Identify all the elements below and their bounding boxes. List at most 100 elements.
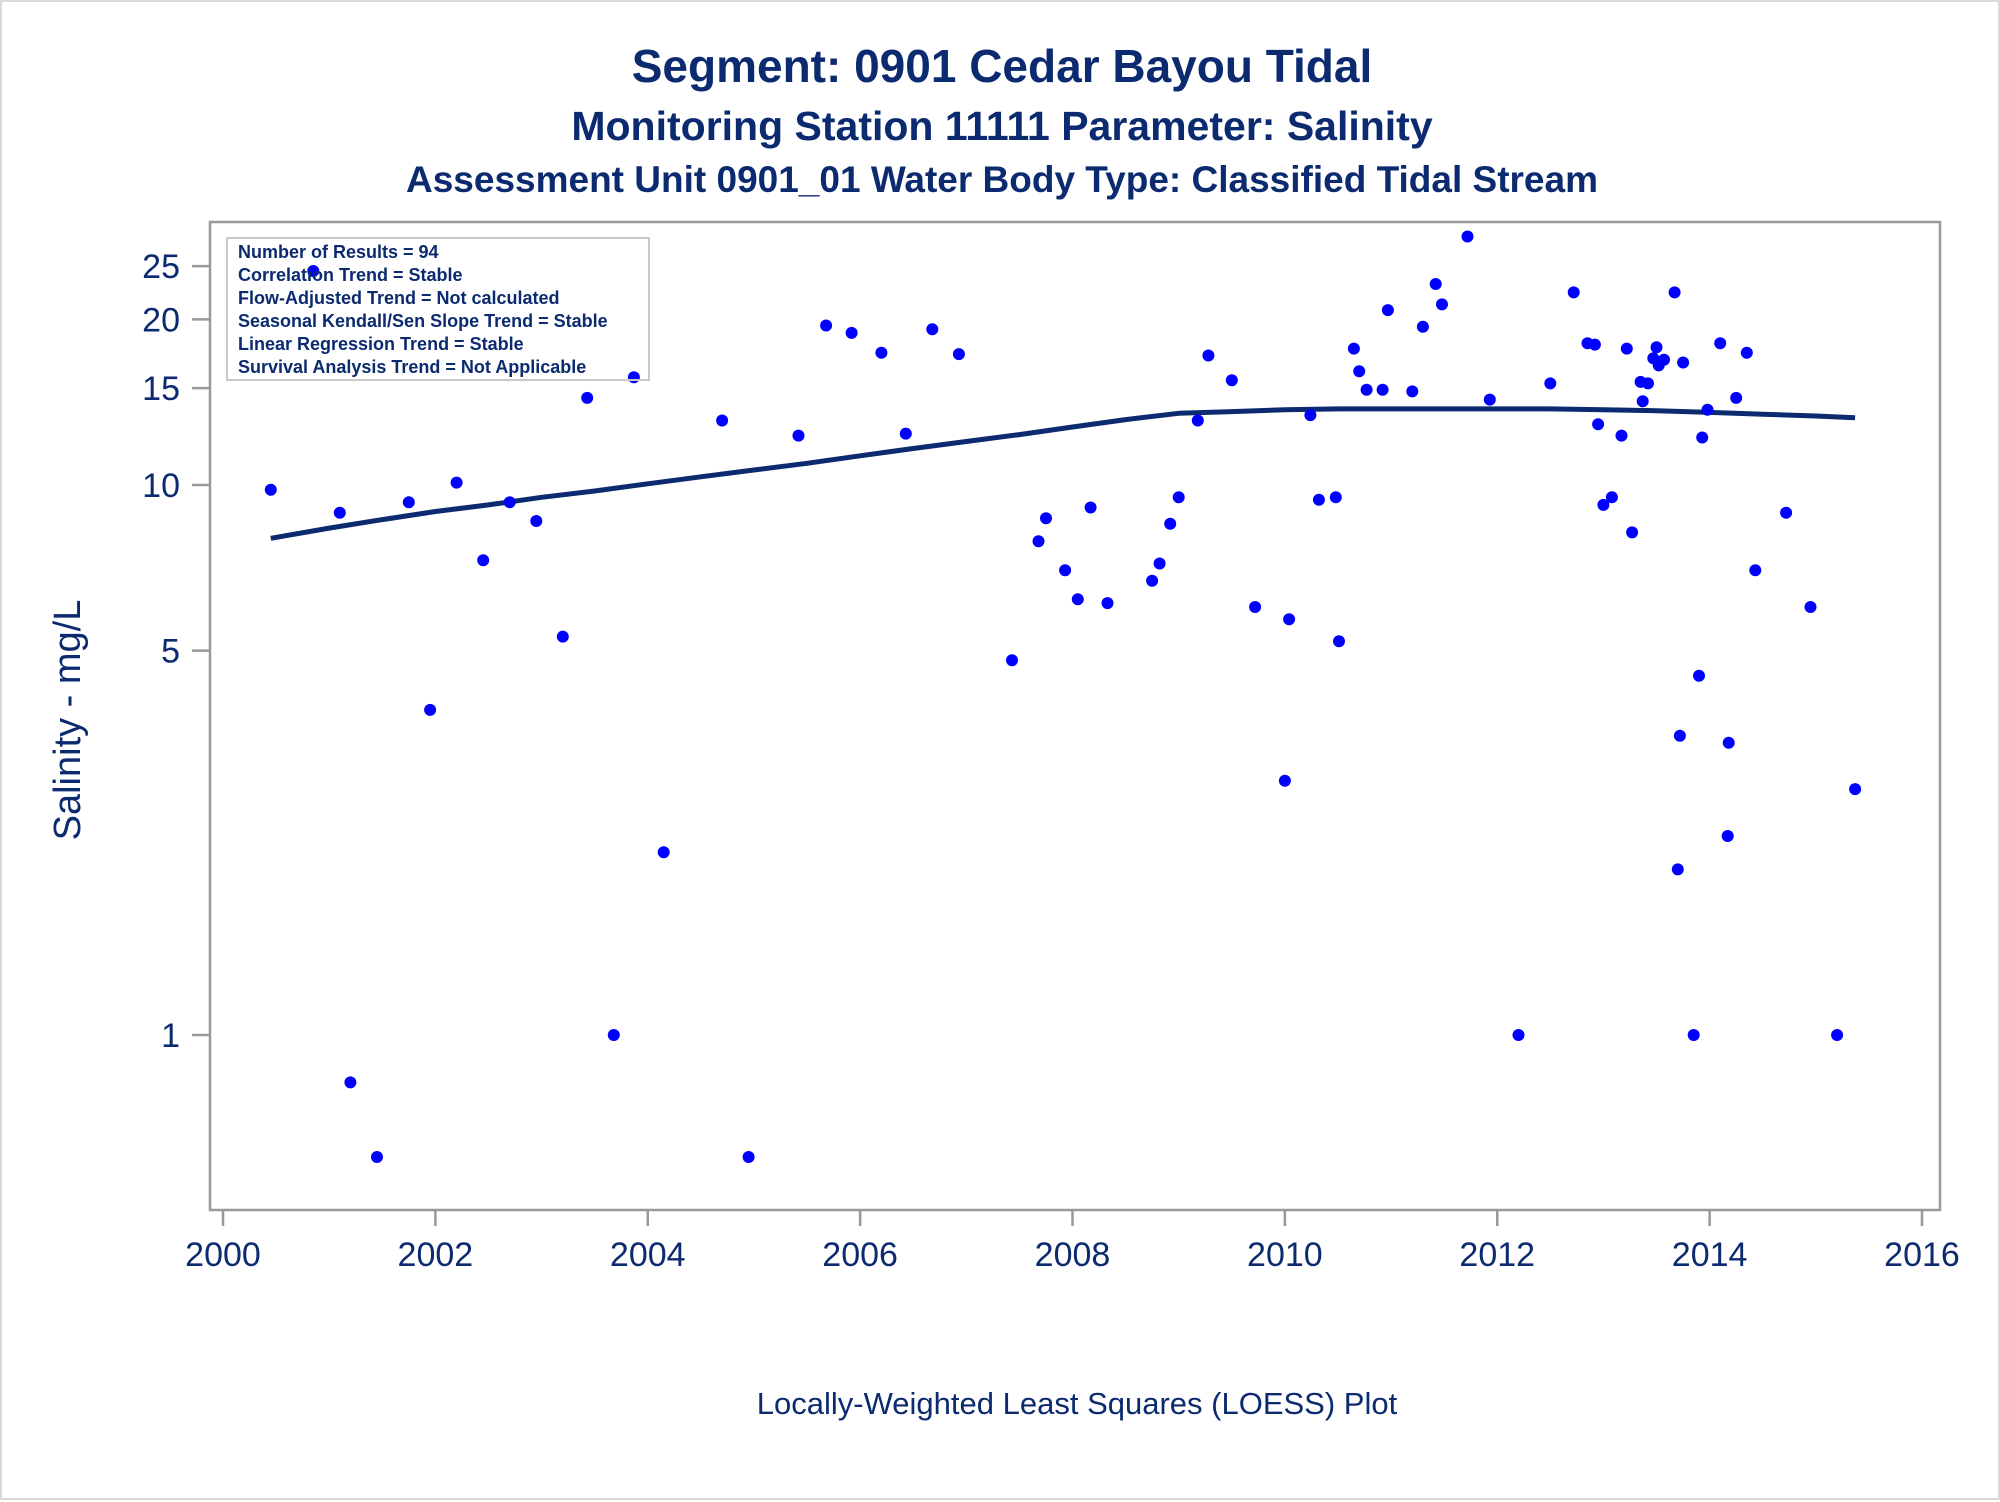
- data-point: [1333, 635, 1345, 648]
- x-tick-label: 2010: [1247, 1236, 1323, 1274]
- x-axis: 2000 2002 2004 2006 2008 2010 2012 2014 2016: [185, 1210, 1960, 1274]
- stats-box: Number of Results = 94 Correlation Trend…: [226, 237, 650, 381]
- data-point: [1687, 1029, 1700, 1041]
- data-point: [1567, 286, 1580, 299]
- data-point: [1677, 356, 1690, 369]
- stats-line: Seasonal Kendall/Sen Slope Trend = Stabl…: [238, 311, 608, 331]
- data-point: [1512, 1029, 1525, 1041]
- data-point: [1668, 286, 1681, 299]
- data-point: [1304, 409, 1317, 422]
- data-point: [716, 414, 729, 427]
- data-point: [607, 1029, 620, 1041]
- data-point: [1592, 418, 1605, 431]
- data-point: [1153, 557, 1166, 570]
- data-point: [1721, 830, 1734, 842]
- data-point: [1714, 337, 1727, 350]
- x-tick-label: 2000: [185, 1236, 261, 1274]
- data-point: [1416, 320, 1429, 333]
- y-tick-label: 15: [142, 370, 180, 408]
- data-point: [657, 846, 670, 859]
- plot-area: [208, 220, 1942, 1212]
- data-point: [1376, 383, 1389, 396]
- data-point: [1146, 574, 1159, 587]
- data-point: [1172, 491, 1185, 504]
- data-point: [1722, 736, 1735, 749]
- stats-box-border: [226, 237, 650, 381]
- data-point: [477, 554, 490, 567]
- data-point: [1059, 564, 1072, 577]
- y-tick-label: 20: [142, 301, 180, 339]
- data-point: [899, 427, 912, 440]
- data-point: [1588, 338, 1601, 351]
- data-point: [450, 476, 463, 489]
- data-point: [503, 496, 516, 509]
- data-point: [307, 265, 320, 277]
- data-point: [820, 319, 833, 332]
- data-point: [1671, 863, 1684, 876]
- data-point: [264, 483, 277, 496]
- data-point: [1347, 342, 1360, 355]
- data-point: [875, 346, 888, 359]
- data-point: [1225, 374, 1238, 387]
- data-point: [1360, 383, 1373, 396]
- data-point: [952, 348, 965, 361]
- data-point: [1032, 535, 1045, 548]
- footnote: Locally-Weighted Least Squares (LOESS) P…: [757, 1386, 1398, 1421]
- data-point: [1804, 601, 1817, 613]
- data-point: [926, 323, 939, 336]
- data-point: [1658, 353, 1670, 366]
- data-point: [1249, 601, 1262, 613]
- data-point: [1101, 597, 1114, 610]
- data-point: [1701, 403, 1714, 416]
- stats-line: Linear Regression Trend = Stable: [238, 334, 524, 354]
- data-point: [344, 1076, 357, 1089]
- data-point: [1429, 278, 1442, 290]
- chart-title: Segment: 0901 Cedar Bayou Tidal: [632, 40, 1373, 92]
- data-point: [402, 496, 415, 509]
- data-point: [792, 429, 805, 442]
- y-tick-label: 5: [161, 633, 180, 671]
- data-point: [1006, 654, 1018, 667]
- data-point: [1381, 304, 1394, 317]
- data-point: [371, 1151, 383, 1163]
- data-point: [530, 515, 543, 527]
- data-point: [1406, 385, 1419, 398]
- data-point: [1461, 230, 1474, 243]
- x-tick-label: 2006: [822, 1236, 898, 1274]
- data-point: [333, 506, 346, 519]
- data-point: [424, 703, 437, 716]
- stats-line: Number of Results = 94: [238, 242, 439, 262]
- data-point: [1605, 491, 1618, 504]
- data-point: [1084, 501, 1097, 514]
- data-point: [1040, 512, 1052, 525]
- data-point: [1329, 491, 1342, 504]
- data-point: [1749, 564, 1762, 577]
- data-point: [1740, 346, 1753, 359]
- data-point: [1642, 377, 1654, 390]
- loess-line-group: [270, 406, 1856, 541]
- data-point: [1436, 298, 1448, 311]
- data-point: [1191, 414, 1204, 427]
- data-point: [1202, 349, 1215, 362]
- chart-subtitle-2: Assessment Unit 0901_01 Water Body Type:…: [406, 159, 1598, 200]
- data-point: [1164, 517, 1177, 530]
- data-point: [1278, 774, 1291, 787]
- data-point: [1620, 342, 1633, 355]
- scatter-points: [264, 230, 1862, 1163]
- data-point: [1615, 429, 1628, 442]
- data-point: [1483, 393, 1496, 406]
- data-point: [1696, 431, 1709, 444]
- x-tick-label: 2004: [610, 1236, 686, 1274]
- data-point: [1071, 593, 1084, 606]
- data-point: [845, 326, 858, 339]
- data-point: [1831, 1029, 1844, 1041]
- y-tick-label: 10: [142, 467, 180, 505]
- stats-line: Correlation Trend = Stable: [238, 265, 463, 285]
- data-point: [1544, 377, 1557, 390]
- data-point: [1312, 493, 1325, 506]
- chart-subtitle: Monitoring Station 11111 Parameter: Sali…: [571, 103, 1432, 149]
- data-point: [1730, 391, 1743, 404]
